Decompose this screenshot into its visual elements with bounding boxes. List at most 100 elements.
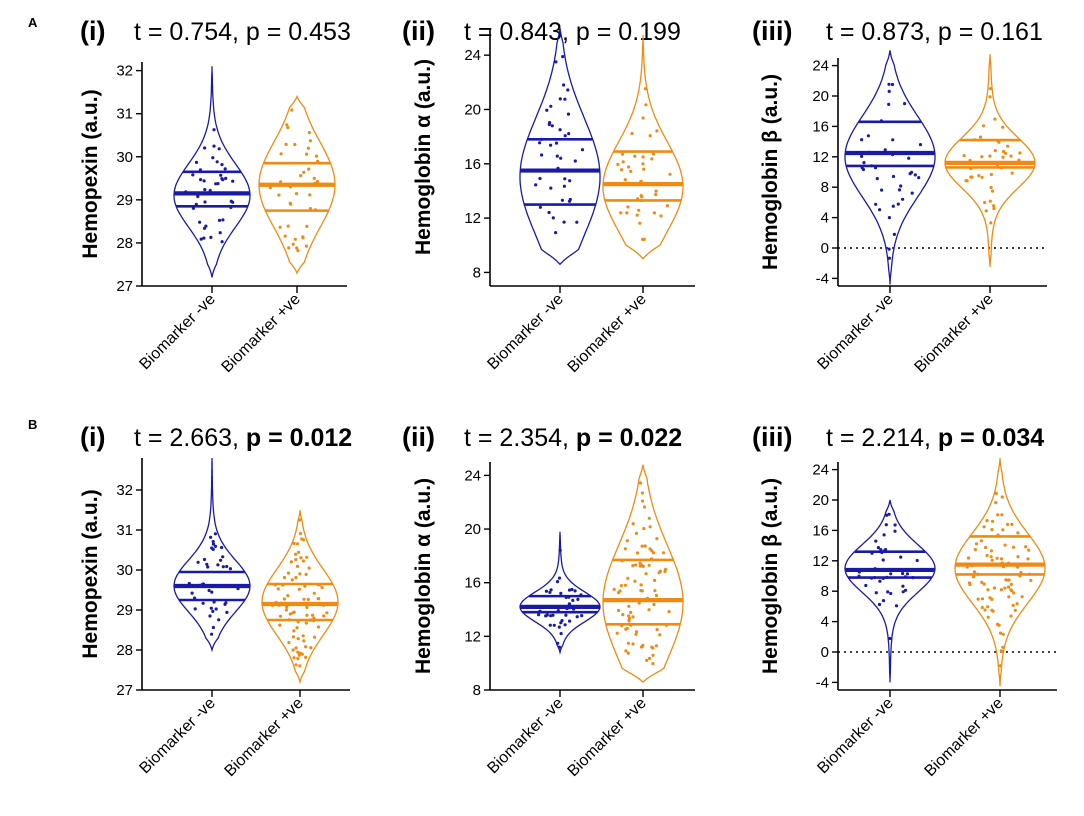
data-point: [901, 571, 905, 576]
violin-outline: [602, 34, 684, 260]
data-point: [658, 633, 662, 637]
data-point: [860, 138, 864, 142]
data-point: [307, 566, 311, 570]
y-tick-label: 20: [464, 101, 481, 118]
data-point: [637, 208, 641, 212]
y-tick-label: 24: [812, 462, 829, 479]
data-point: [653, 578, 657, 583]
y-tick-label: -4: [816, 270, 829, 287]
data-point: [286, 571, 291, 575]
data-point: [899, 184, 903, 188]
y-tick-label: 8: [821, 583, 829, 600]
data-point: [967, 581, 972, 585]
y-tick-label: 12: [464, 628, 481, 645]
data-point: [214, 607, 218, 611]
data-point: [278, 623, 282, 627]
data-point: [966, 556, 971, 560]
stat-p-value: p = 0.034: [938, 424, 1044, 452]
data-point: [897, 188, 902, 192]
data-point: [917, 176, 921, 180]
data-point: [559, 591, 563, 596]
data-point: [312, 591, 316, 595]
category-label: Biomarker -ve: [136, 695, 219, 778]
data-point: [1012, 591, 1016, 595]
data-point: [216, 182, 220, 186]
category-label: Biomarker -ve: [484, 695, 567, 778]
data-point: [915, 558, 919, 563]
data-point: [962, 154, 966, 158]
data-point: [625, 626, 629, 630]
data-point: [640, 563, 644, 567]
data-point: [294, 192, 299, 196]
data-point: [296, 657, 300, 661]
data-point: [538, 176, 542, 181]
data-point: [564, 613, 568, 617]
data-point: [894, 604, 899, 608]
data-point: [989, 555, 993, 559]
data-point: [305, 613, 309, 617]
violin-positive: [954, 458, 1046, 687]
violin-outline: [944, 54, 1036, 268]
data-point: [647, 563, 651, 567]
data-point: [288, 201, 292, 205]
data-point: [279, 180, 283, 184]
data-point: [305, 152, 309, 156]
data-point: [292, 541, 296, 546]
data-point: [623, 178, 627, 182]
data-point: [199, 178, 203, 182]
data-point: [294, 576, 298, 580]
data-point: [544, 614, 548, 618]
data-point: [885, 513, 889, 517]
data-point: [617, 591, 621, 595]
data-point: [205, 562, 209, 566]
data-point: [883, 148, 887, 152]
data-point: [305, 224, 309, 228]
data-point: [998, 631, 1003, 635]
data-point: [538, 205, 543, 209]
data-point: [1003, 586, 1007, 590]
data-point: [538, 141, 542, 145]
data-point: [893, 523, 897, 527]
stat-annotation: t = 0.843, p = 0.199: [464, 18, 681, 46]
data-point: [1000, 495, 1004, 499]
data-point: [291, 635, 295, 639]
data-point: [305, 555, 309, 559]
data-point: [567, 132, 571, 136]
data-point: [893, 529, 897, 533]
y-tick-label: 4: [821, 210, 829, 227]
data-point: [983, 200, 987, 205]
data-point: [555, 154, 559, 158]
violin-panel: (iii) t = 0.873, p = 0.161 -4 0 4 8 12 16 20 24 He…: [752, 16, 1047, 376]
data-point: [881, 558, 885, 562]
data-point: [655, 129, 659, 133]
data-point: [557, 645, 562, 649]
data-point: [312, 176, 316, 180]
violin-outline: [258, 94, 336, 275]
data-point: [651, 662, 655, 666]
violin-panel: (ii) t = 2.354, p = 0.022 8 12 16 20 24 Hemoglo…: [402, 422, 695, 780]
stat-t-value: t = 2.663,: [134, 424, 246, 452]
data-point: [648, 656, 652, 661]
data-point: [554, 231, 558, 235]
data-point: [643, 544, 647, 548]
data-point: [1010, 171, 1014, 175]
data-point: [664, 567, 668, 572]
data-point: [980, 155, 984, 159]
data-point: [1004, 578, 1008, 582]
violin-outline: [844, 499, 936, 683]
data-point: [551, 216, 555, 220]
y-tick-label: 24: [812, 58, 829, 75]
data-point: [985, 553, 989, 558]
y-tick-label: 30: [116, 562, 133, 579]
data-point: [889, 591, 893, 596]
data-point: [654, 644, 659, 648]
data-point: [626, 576, 630, 580]
data-point: [642, 526, 646, 531]
panel-number: (iii): [752, 16, 793, 46]
y-tick-label: 27: [116, 682, 133, 699]
row-label-b: B: [28, 417, 37, 432]
data-point: [298, 531, 303, 536]
data-point: [623, 583, 628, 587]
data-point: [286, 594, 290, 598]
data-point: [631, 522, 635, 526]
